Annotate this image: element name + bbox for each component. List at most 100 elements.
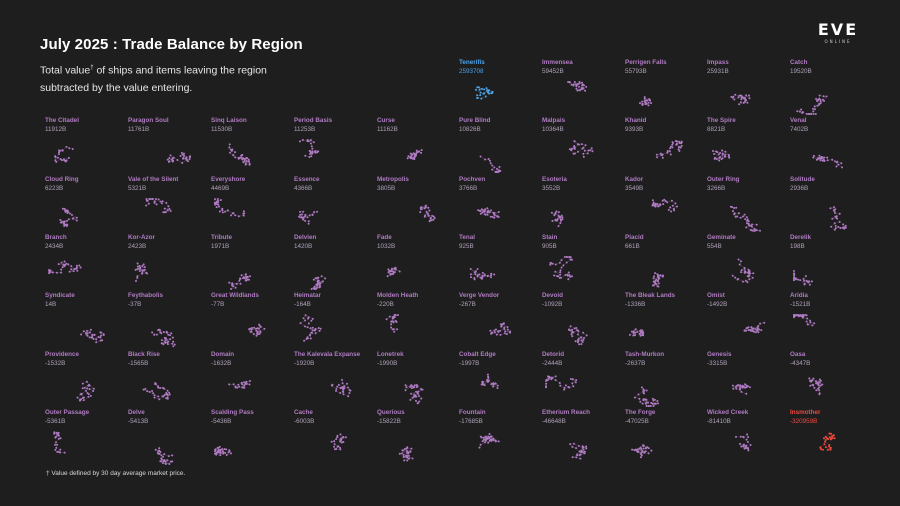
system-dot (833, 222, 836, 225)
system-dot (752, 272, 755, 275)
system-dot (489, 329, 492, 332)
system-dot (158, 398, 161, 401)
region-map (76, 380, 95, 402)
region-map (545, 375, 578, 391)
system-dot (571, 456, 574, 459)
system-dot (815, 97, 818, 100)
system-dot (571, 328, 573, 331)
system-dot (171, 454, 174, 457)
system-dot (216, 198, 219, 200)
system-dot (431, 214, 434, 217)
system-dot (303, 339, 306, 342)
region-map (711, 149, 731, 162)
region-map (299, 314, 322, 342)
system-dot (308, 333, 311, 336)
system-dot (639, 456, 642, 459)
system-dot (575, 87, 578, 90)
system-dot (348, 389, 351, 391)
region-map (330, 433, 347, 451)
system-dot (242, 212, 245, 215)
system-dot (484, 439, 487, 442)
region-value: -46648B (542, 418, 566, 425)
system-dot (816, 157, 819, 160)
region-card: Feythabolis -37B (128, 292, 208, 348)
system-dot (309, 327, 312, 330)
system-dot (839, 227, 842, 230)
system-dot (747, 270, 750, 273)
region-value: 3549B (625, 185, 644, 192)
system-dot (60, 271, 63, 274)
system-dot (299, 322, 302, 325)
system-dot (553, 274, 556, 277)
system-dot (719, 152, 722, 154)
region-card: Aridia -1521B (790, 292, 870, 348)
system-dot (647, 447, 650, 450)
system-dot (489, 215, 492, 218)
system-dot (314, 332, 317, 335)
system-dot (560, 259, 563, 262)
system-dot (406, 459, 409, 462)
system-dot (737, 96, 740, 99)
system-dot (551, 376, 554, 379)
system-dot (547, 375, 549, 378)
system-dot (721, 153, 724, 156)
system-dot (751, 225, 753, 228)
system-dot (760, 329, 763, 332)
system-dot (386, 275, 389, 278)
system-dot (473, 277, 476, 279)
system-dot (763, 321, 766, 324)
region-map (568, 140, 594, 158)
region-name: Outer Ring (707, 176, 740, 183)
region-map (310, 275, 327, 290)
system-dot (415, 149, 418, 152)
system-dot (739, 386, 742, 388)
system-dot (810, 380, 812, 383)
system-dot (755, 229, 758, 232)
system-dot (494, 331, 496, 334)
system-dot (735, 387, 738, 390)
system-dot (490, 92, 493, 95)
system-dot (219, 199, 222, 201)
system-dot (234, 214, 237, 217)
system-dot (408, 457, 411, 460)
system-dot (476, 86, 479, 89)
system-dot (139, 268, 142, 270)
region-name: Delvien (294, 234, 317, 241)
system-dot (311, 329, 314, 332)
system-dot (214, 202, 217, 205)
region-map (808, 377, 824, 396)
system-dot (550, 378, 553, 381)
system-dot (834, 160, 836, 163)
system-dot (486, 207, 489, 210)
system-dot (734, 93, 737, 96)
system-dot (236, 386, 239, 389)
system-dot (402, 456, 405, 459)
system-dot (713, 153, 716, 155)
system-dot (169, 338, 172, 341)
system-dot (545, 379, 547, 382)
region-card: Geminate 554B (707, 234, 787, 290)
system-dot (828, 432, 831, 435)
system-dot (739, 388, 741, 391)
system-dot (469, 268, 472, 270)
region-card: Heimatar -164B (294, 292, 374, 348)
system-dot (655, 153, 658, 156)
region-name: The Spire (707, 117, 736, 124)
system-dot (243, 384, 246, 387)
system-dot (432, 218, 435, 221)
system-dot (315, 277, 318, 280)
system-dot (572, 152, 575, 155)
system-dot (481, 274, 484, 277)
system-dot (811, 324, 814, 327)
system-dot (339, 448, 342, 451)
subtitle-text-a: Total value (40, 64, 91, 77)
system-dot (167, 333, 170, 336)
system-dot (418, 395, 420, 397)
system-dot (166, 343, 169, 346)
system-dot (655, 278, 658, 281)
system-dot (744, 386, 747, 389)
system-dot (571, 258, 573, 261)
system-dot (172, 160, 175, 163)
system-dot (157, 198, 160, 201)
system-dot (645, 389, 648, 392)
